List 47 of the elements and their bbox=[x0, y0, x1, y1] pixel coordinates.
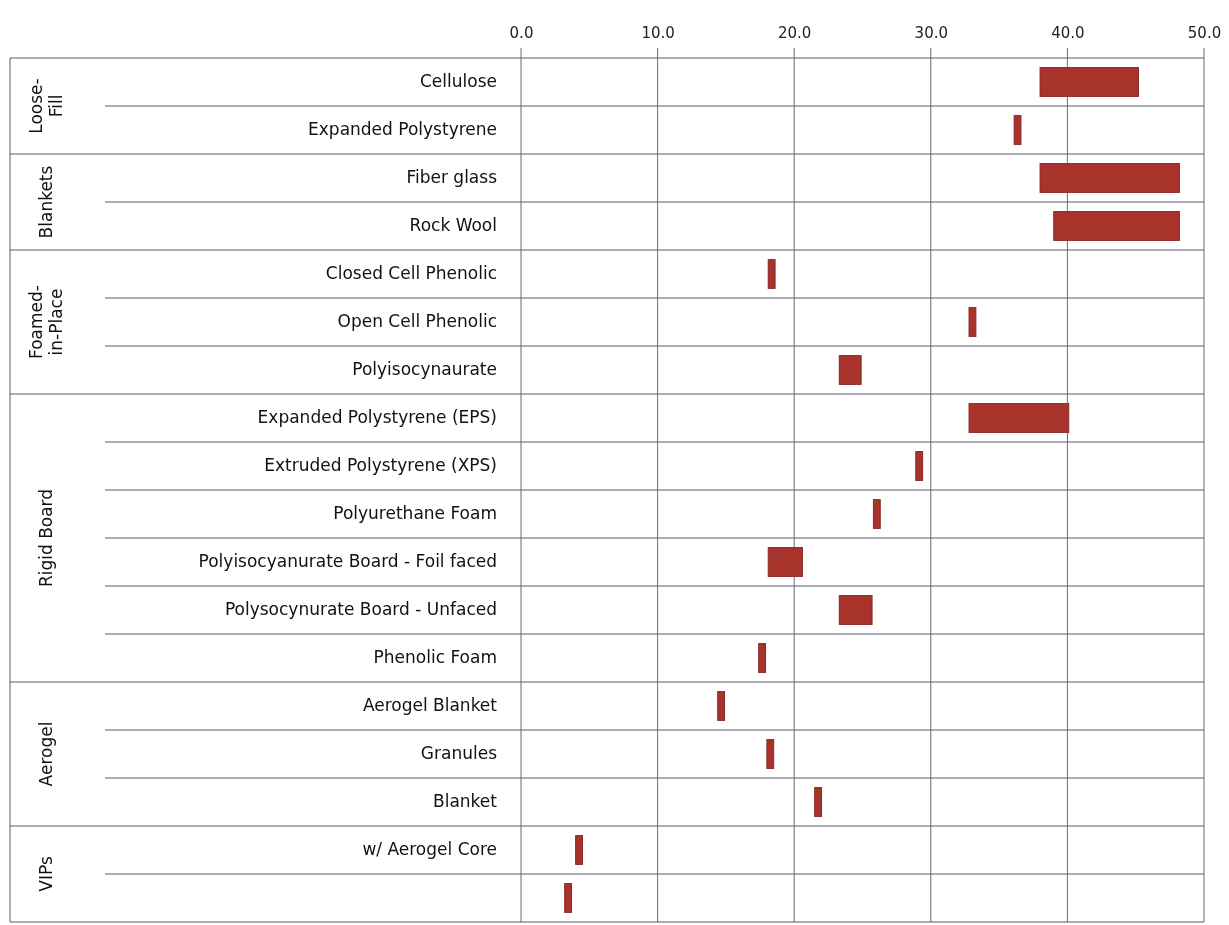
y-tick-label: Cellulose bbox=[420, 71, 497, 92]
bar bbox=[1013, 115, 1022, 145]
y-tick-label: Polyurethane Foam bbox=[333, 503, 497, 524]
bar bbox=[758, 643, 767, 673]
y-tick-label: Expanded Polystyrene bbox=[308, 119, 497, 140]
y-tick-label: Polysocynurate Board - Unfaced bbox=[224, 599, 497, 620]
bar bbox=[766, 739, 775, 769]
y-tick-label: Rock Wool bbox=[409, 215, 497, 236]
text: Blankets bbox=[35, 165, 56, 239]
bar bbox=[968, 403, 1070, 433]
bar bbox=[838, 355, 862, 385]
y-tick-label: Blanket bbox=[433, 791, 498, 812]
y-tick-label: Phenolic Foam bbox=[373, 647, 497, 668]
y-tick-label: Extruded Polystyrene (XPS) bbox=[264, 455, 497, 476]
bar bbox=[814, 787, 823, 817]
y-tick-label: Polyisocyanurate Board - Foil faced bbox=[198, 551, 497, 572]
x-tick-label: 10.0 bbox=[641, 24, 675, 42]
bar bbox=[968, 307, 977, 337]
x-tick-label: 40.0 bbox=[1051, 24, 1085, 42]
x-tick-label: 30.0 bbox=[914, 24, 948, 42]
text: VIPs bbox=[35, 856, 56, 892]
y-tick-label: Polyisocynaurate bbox=[352, 359, 497, 380]
bar bbox=[838, 595, 873, 625]
x-tick-label: 50.0 bbox=[1187, 24, 1222, 42]
bar bbox=[872, 499, 881, 529]
y-tick-label: Open Cell Phenolic bbox=[337, 311, 497, 332]
bar bbox=[564, 883, 573, 913]
y-tick-label: Closed Cell Phenolic bbox=[325, 263, 497, 284]
y-tick-label: Fiber glass bbox=[406, 167, 498, 188]
y-tick-label: Granules bbox=[420, 743, 498, 764]
bar bbox=[1039, 67, 1139, 97]
bar bbox=[915, 451, 924, 481]
text: Aerogel bbox=[35, 721, 56, 787]
y-tick-label: Aerogel Blanket bbox=[362, 695, 498, 716]
bar bbox=[767, 547, 803, 577]
y-tick-label: w/ Aerogel Core bbox=[362, 839, 497, 860]
text: Loose-Fill bbox=[25, 78, 66, 134]
text: Foamed-in-Place bbox=[25, 285, 66, 359]
bar bbox=[575, 835, 583, 865]
bar bbox=[1039, 163, 1180, 193]
text: Rigid Board bbox=[35, 488, 56, 588]
x-tick-label: 0.0 bbox=[509, 24, 534, 42]
bar bbox=[767, 259, 776, 289]
y-tick-label: Expanded Polystyrene (EPS) bbox=[257, 407, 497, 428]
bar bbox=[717, 691, 726, 721]
bar bbox=[1053, 211, 1180, 241]
x-tick-label: 20.0 bbox=[778, 24, 812, 42]
